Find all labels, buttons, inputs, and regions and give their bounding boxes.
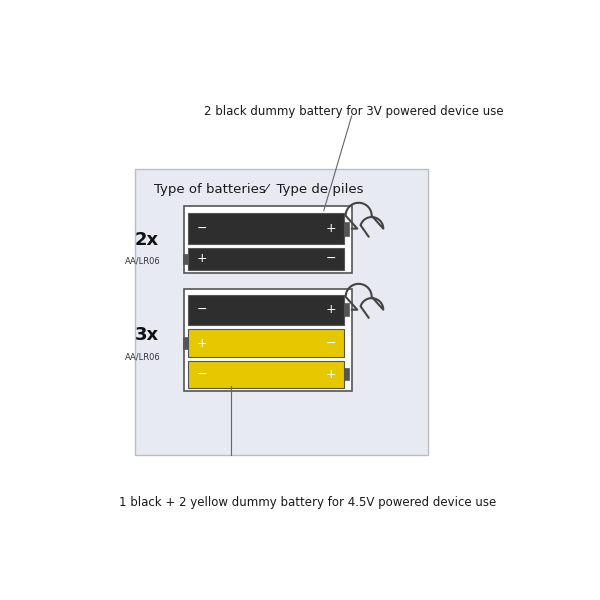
FancyBboxPatch shape [188, 329, 344, 357]
Text: +: + [196, 337, 207, 350]
Text: +: + [196, 252, 207, 265]
Text: 2 black dummy battery for 3V powered device use: 2 black dummy battery for 3V powered dev… [204, 105, 504, 118]
Text: −: − [196, 222, 207, 235]
Text: −: − [325, 252, 336, 265]
FancyBboxPatch shape [184, 206, 352, 273]
Text: AA/LR06: AA/LR06 [125, 353, 160, 362]
FancyBboxPatch shape [188, 361, 344, 388]
Text: −: − [196, 368, 207, 380]
FancyBboxPatch shape [344, 368, 349, 380]
Text: Type of batteries⁄  Type de piles: Type of batteries⁄ Type de piles [154, 184, 364, 196]
FancyBboxPatch shape [344, 303, 349, 316]
Text: +: + [325, 222, 336, 235]
FancyBboxPatch shape [188, 248, 344, 270]
FancyBboxPatch shape [188, 295, 344, 325]
Text: −: − [325, 337, 336, 350]
Text: +: + [325, 368, 336, 380]
Text: 2x: 2x [135, 231, 159, 249]
Text: 3x: 3x [135, 326, 159, 344]
FancyBboxPatch shape [136, 169, 428, 455]
Text: +: + [325, 303, 336, 316]
FancyBboxPatch shape [344, 221, 349, 236]
Text: 1 black + 2 yellow dummy battery for 4.5V powered device use: 1 black + 2 yellow dummy battery for 4.5… [119, 496, 496, 509]
FancyBboxPatch shape [184, 289, 352, 391]
Text: −: − [196, 303, 207, 316]
Text: AA/LR06: AA/LR06 [125, 257, 160, 266]
FancyBboxPatch shape [188, 213, 344, 244]
FancyBboxPatch shape [184, 254, 188, 263]
FancyBboxPatch shape [184, 337, 188, 349]
